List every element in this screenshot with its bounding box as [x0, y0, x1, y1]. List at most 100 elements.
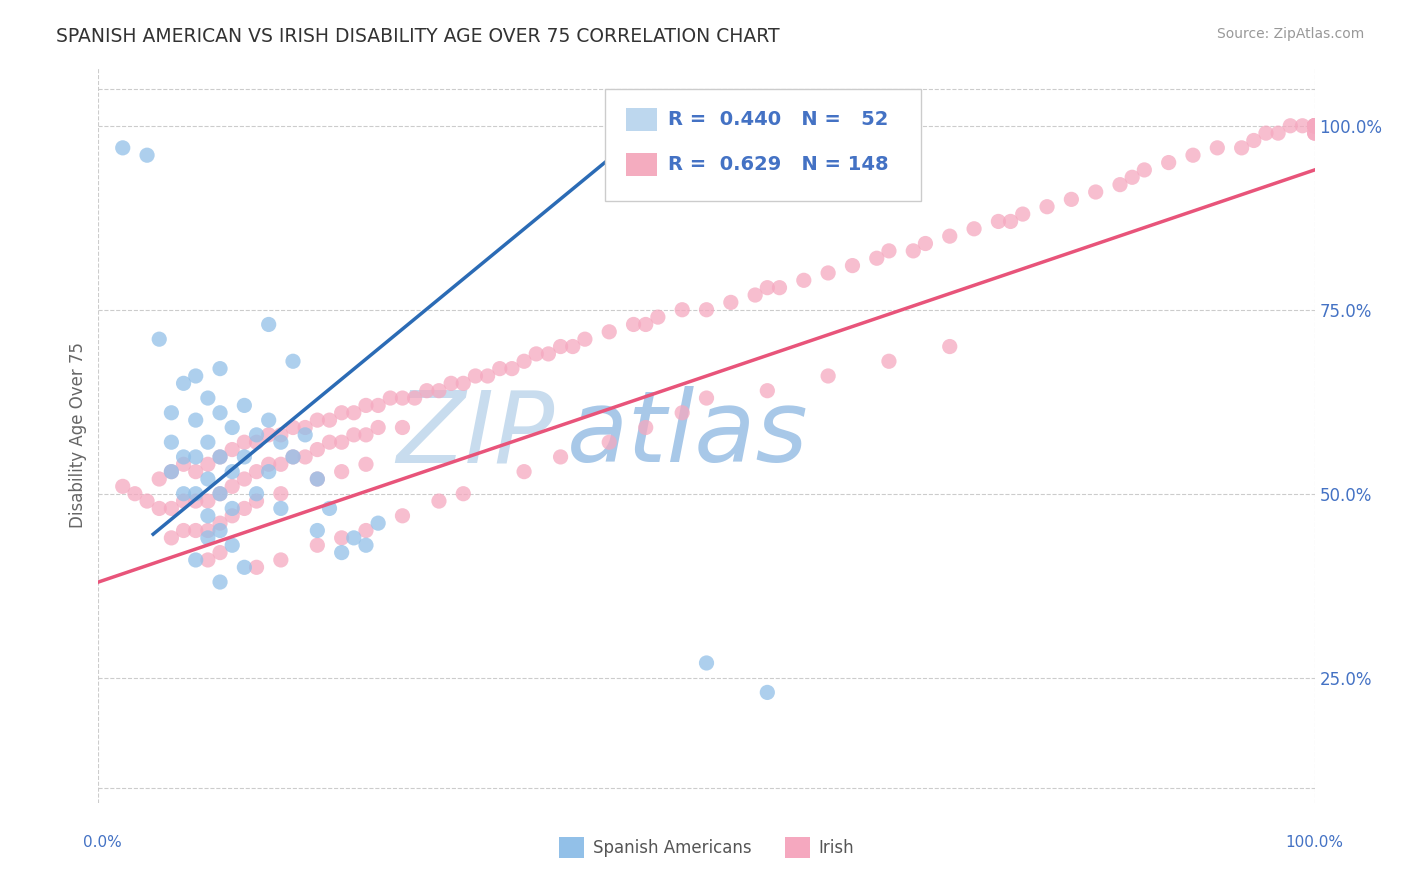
- Point: [318, 413, 340, 427]
- Point: [1303, 119, 1326, 133]
- Point: [1303, 119, 1326, 133]
- Point: [209, 516, 232, 530]
- Text: atlas: atlas: [567, 386, 808, 483]
- Point: [416, 384, 439, 398]
- Point: [841, 259, 863, 273]
- Point: [294, 428, 316, 442]
- Point: [330, 435, 353, 450]
- Point: [318, 501, 340, 516]
- Point: [307, 524, 329, 538]
- Point: [391, 391, 413, 405]
- Point: [270, 428, 292, 442]
- Point: [817, 369, 839, 384]
- Point: [464, 369, 486, 384]
- Text: Source: ZipAtlas.com: Source: ZipAtlas.com: [1216, 27, 1364, 41]
- Point: [1109, 178, 1132, 192]
- Point: [281, 450, 304, 464]
- Point: [427, 494, 450, 508]
- Point: [257, 457, 280, 471]
- Point: [877, 244, 900, 258]
- Point: [330, 465, 353, 479]
- Point: [598, 435, 620, 450]
- Point: [160, 465, 183, 479]
- Point: [1303, 126, 1326, 140]
- Point: [537, 347, 560, 361]
- Point: [550, 450, 572, 464]
- Point: [1254, 126, 1277, 140]
- Point: [184, 413, 207, 427]
- Point: [209, 487, 232, 501]
- Point: [696, 391, 718, 405]
- Point: [550, 340, 572, 354]
- Point: [270, 501, 292, 516]
- Point: [877, 354, 900, 368]
- Point: [391, 420, 413, 434]
- Point: [148, 472, 170, 486]
- Point: [221, 479, 243, 493]
- Point: [1303, 119, 1326, 133]
- Point: [963, 222, 986, 236]
- Point: [453, 487, 475, 501]
- Point: [245, 560, 267, 574]
- Point: [330, 531, 353, 545]
- Point: [354, 538, 377, 552]
- Point: [756, 384, 779, 398]
- Point: [1206, 141, 1229, 155]
- Point: [696, 302, 718, 317]
- Point: [354, 398, 377, 412]
- Point: [440, 376, 463, 391]
- Point: [501, 361, 523, 376]
- Point: [307, 472, 329, 486]
- Point: [671, 406, 693, 420]
- Point: [257, 428, 280, 442]
- Point: [903, 244, 925, 258]
- Point: [136, 148, 159, 162]
- Point: [1121, 170, 1143, 185]
- Point: [281, 420, 304, 434]
- Legend: Spanish Americans, Irish: Spanish Americans, Irish: [553, 830, 860, 864]
- Point: [330, 545, 353, 560]
- Point: [1279, 119, 1302, 133]
- Point: [634, 420, 657, 434]
- Point: [720, 295, 742, 310]
- Point: [354, 524, 377, 538]
- Point: [197, 435, 219, 450]
- Point: [209, 545, 232, 560]
- Point: [136, 494, 159, 508]
- Point: [756, 280, 779, 294]
- Point: [561, 340, 583, 354]
- Point: [197, 531, 219, 545]
- Point: [574, 332, 596, 346]
- Point: [343, 406, 366, 420]
- Point: [245, 494, 267, 508]
- Text: ZIP: ZIP: [396, 386, 554, 483]
- Point: [513, 354, 536, 368]
- Point: [987, 214, 1010, 228]
- Point: [160, 465, 183, 479]
- Point: [1303, 119, 1326, 133]
- Point: [343, 428, 366, 442]
- Point: [257, 413, 280, 427]
- Point: [270, 553, 292, 567]
- Point: [184, 369, 207, 384]
- Point: [1036, 200, 1059, 214]
- Point: [221, 538, 243, 552]
- Point: [1291, 119, 1313, 133]
- Point: [1230, 141, 1253, 155]
- Point: [233, 450, 256, 464]
- Point: [281, 450, 304, 464]
- Point: [1243, 133, 1265, 147]
- Y-axis label: Disability Age Over 75: Disability Age Over 75: [69, 342, 87, 528]
- Point: [245, 487, 267, 501]
- Point: [294, 420, 316, 434]
- Point: [793, 273, 815, 287]
- Point: [173, 376, 195, 391]
- Point: [270, 457, 292, 471]
- Point: [768, 280, 790, 294]
- Point: [173, 487, 195, 501]
- Point: [124, 487, 146, 501]
- Point: [209, 524, 232, 538]
- Point: [245, 465, 267, 479]
- Point: [111, 479, 134, 493]
- Point: [184, 487, 207, 501]
